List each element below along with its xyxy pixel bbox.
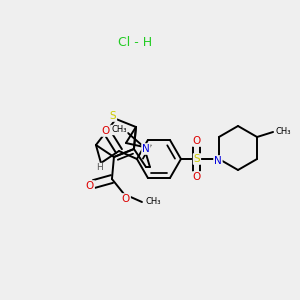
Text: S: S [194,154,200,164]
Text: N: N [142,144,150,154]
Text: O: O [86,181,94,191]
Text: Cl - H: Cl - H [118,35,152,49]
Text: N: N [214,156,222,166]
Text: S: S [110,111,116,121]
Text: O: O [193,136,201,146]
Text: H: H [97,164,103,172]
Text: O: O [102,126,110,136]
Text: O: O [193,172,201,182]
Text: O: O [122,194,130,204]
Text: CH₃: CH₃ [111,125,127,134]
Text: CH₃: CH₃ [275,127,291,136]
Text: CH₃: CH₃ [145,197,161,206]
